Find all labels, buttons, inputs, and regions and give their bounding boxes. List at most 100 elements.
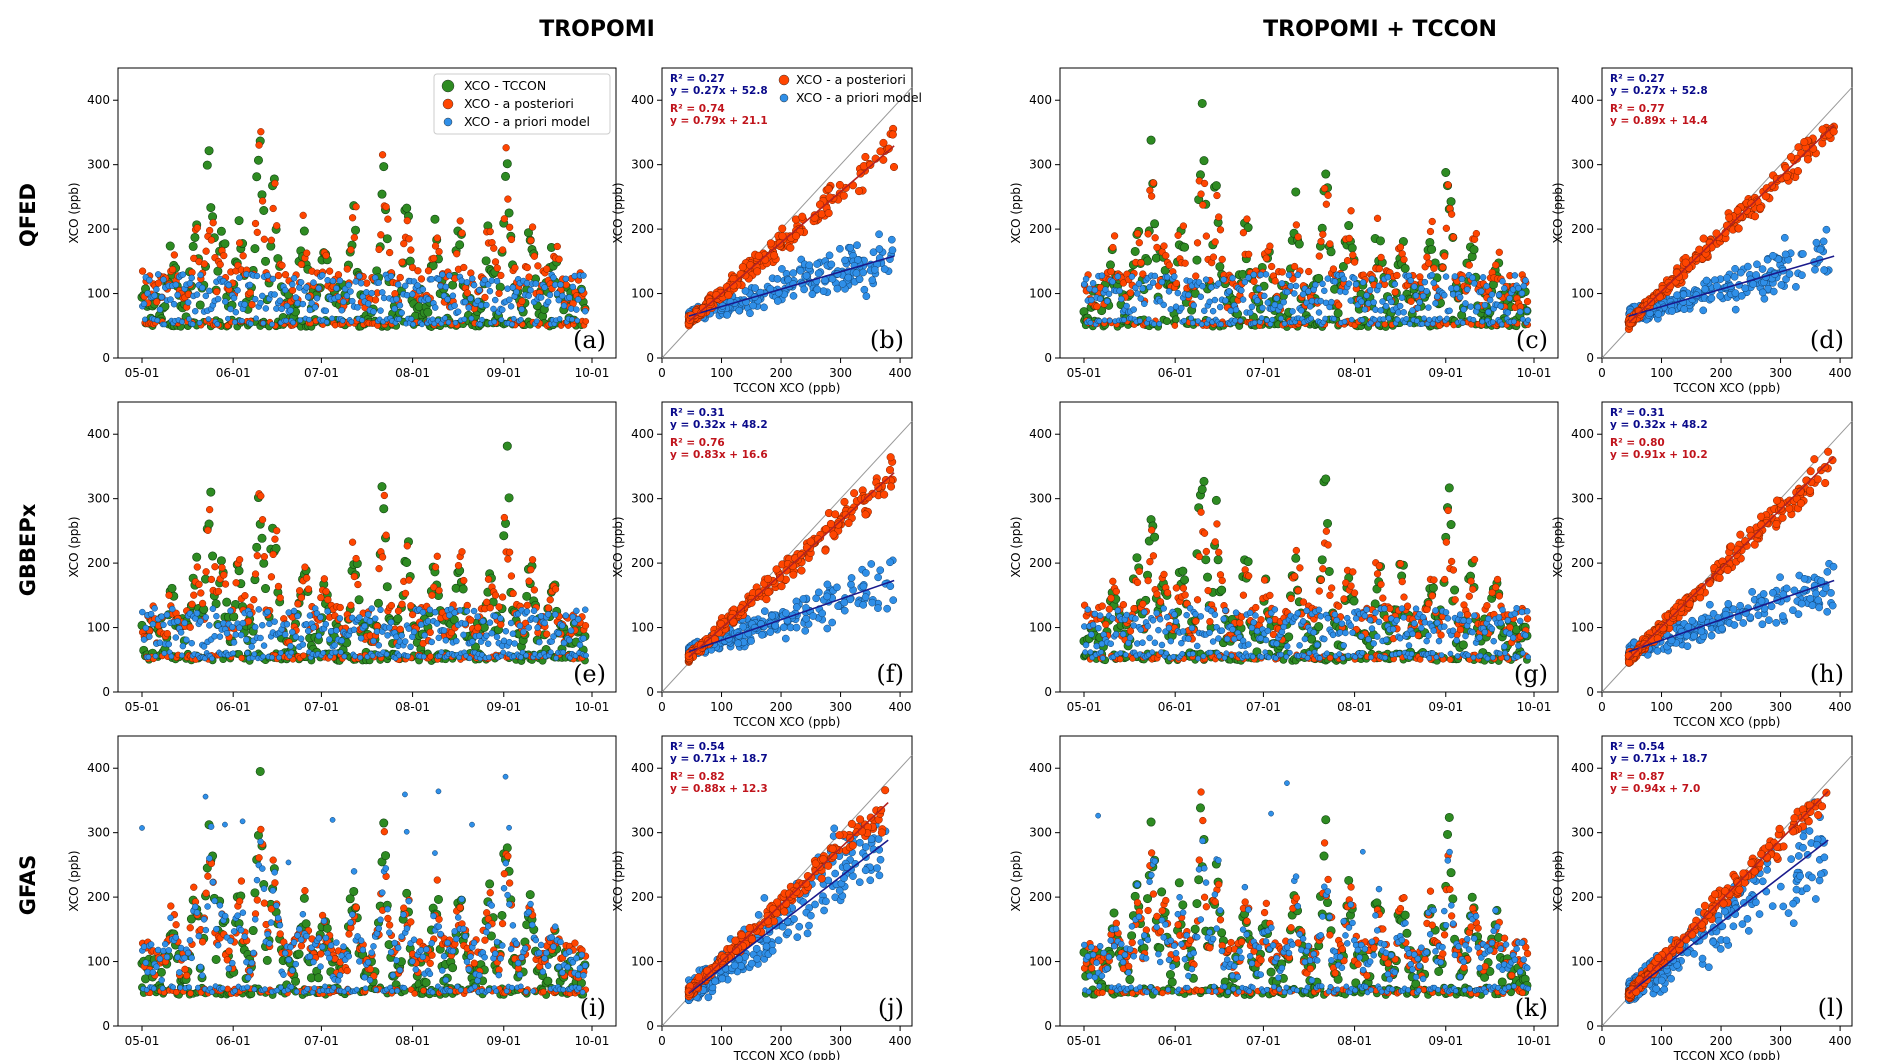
x-tick-label: 0	[1598, 366, 1606, 380]
priori-point	[1812, 238, 1821, 247]
posteriori-point	[271, 535, 279, 543]
posteriori-point	[530, 252, 539, 260]
priori-point	[781, 634, 790, 643]
priori-point	[405, 625, 413, 632]
posteriori-point	[1750, 212, 1760, 221]
priori-point	[773, 275, 782, 283]
posteriori-point	[303, 574, 311, 582]
posteriori-point	[205, 505, 214, 514]
stat-eq-priori: y = 0.27x + 52.8	[670, 85, 768, 97]
priori-point	[1388, 298, 1395, 306]
priori-point	[172, 634, 180, 641]
y-tick-label: 100	[1571, 287, 1594, 301]
posteriori-point	[553, 242, 561, 251]
priori-point	[1261, 292, 1268, 300]
posteriori-point	[408, 263, 417, 272]
posteriori-point	[1423, 253, 1431, 261]
priori-point	[1365, 300, 1372, 307]
tccon-point	[430, 214, 440, 224]
posteriori-point	[1218, 255, 1226, 264]
x-tick-label: 300	[1769, 366, 1792, 380]
priori-point	[1470, 316, 1477, 323]
priori-point	[506, 296, 513, 303]
priori-point	[319, 272, 326, 279]
priori-point	[887, 235, 896, 244]
posteriori-point	[486, 227, 494, 236]
posteriori-point	[1319, 230, 1327, 239]
priori-point	[792, 603, 801, 612]
priori-point	[1121, 317, 1127, 323]
posteriori-point	[258, 516, 267, 524]
priori-point	[216, 633, 224, 640]
priori-point	[271, 618, 278, 625]
priori-point	[1377, 307, 1385, 314]
priori-point	[1799, 250, 1807, 258]
priori-point	[1498, 321, 1505, 328]
priori-point	[306, 316, 312, 323]
priori-point	[1156, 320, 1163, 327]
posteriori-point	[403, 542, 411, 550]
posteriori-point	[1199, 201, 1207, 209]
priori-point	[1199, 282, 1206, 290]
x-tick-label: 300	[829, 700, 852, 714]
priori-point	[310, 624, 317, 631]
priori-point	[813, 260, 821, 268]
priori-point	[1414, 304, 1422, 312]
priori-point	[1407, 277, 1415, 284]
priori-point	[357, 634, 365, 642]
posteriori-point	[889, 162, 899, 172]
posteriori-point	[241, 592, 249, 600]
priori-point	[562, 275, 570, 283]
posteriori-point	[1320, 184, 1329, 193]
x-axis-label: TCCON XCO (ppb)	[1673, 381, 1781, 395]
posteriori-point	[1215, 213, 1223, 221]
priori-point	[1701, 285, 1709, 293]
posteriori-point	[824, 185, 833, 194]
priori-point	[331, 641, 338, 649]
posteriori-point	[1375, 265, 1383, 273]
posteriori-point	[220, 251, 228, 260]
priori-point	[1456, 294, 1464, 301]
priori-point	[1485, 308, 1492, 316]
y-axis-label: XCO (ppb)	[1009, 182, 1023, 243]
priori-point	[1220, 276, 1227, 283]
posteriori-point	[821, 546, 830, 555]
priori-point	[409, 290, 416, 298]
priori-point	[469, 638, 476, 645]
priori-point	[1096, 295, 1104, 303]
tccon-point	[382, 582, 392, 592]
posteriori-point	[886, 482, 896, 491]
priori-point	[1273, 295, 1280, 302]
priori-point	[1506, 295, 1513, 302]
priori-point	[1668, 307, 1676, 315]
stat-eq-priori: y = 0.27x + 52.8	[1610, 85, 1708, 97]
priori-point	[833, 583, 841, 592]
tccon-point	[1192, 255, 1202, 265]
priori-point	[446, 272, 453, 279]
priori-point	[1411, 283, 1418, 290]
priori-point	[1743, 262, 1752, 271]
priori-point	[1185, 291, 1192, 299]
priori-point	[1481, 301, 1489, 309]
posteriori-point	[474, 624, 482, 632]
posteriori-point	[486, 604, 494, 612]
priori-point	[1731, 305, 1740, 314]
priori-point	[1348, 316, 1355, 323]
priori-point	[442, 315, 448, 321]
priori-point	[859, 601, 868, 609]
x-tick-label: 05-01	[125, 366, 160, 380]
posteriori-point	[1174, 231, 1182, 239]
priori-point	[557, 281, 564, 288]
tccon-point	[402, 203, 412, 213]
priori-point	[1375, 282, 1383, 290]
priori-point	[1382, 302, 1390, 310]
priori-point	[186, 280, 194, 287]
priori-point	[241, 301, 248, 308]
priori-point	[206, 287, 213, 295]
tccon-point	[373, 598, 383, 608]
tccon-point	[257, 533, 267, 543]
posteriori-point	[216, 260, 224, 269]
posteriori-point	[1292, 221, 1301, 229]
tccon-point	[206, 203, 216, 213]
priori-point	[151, 292, 158, 299]
